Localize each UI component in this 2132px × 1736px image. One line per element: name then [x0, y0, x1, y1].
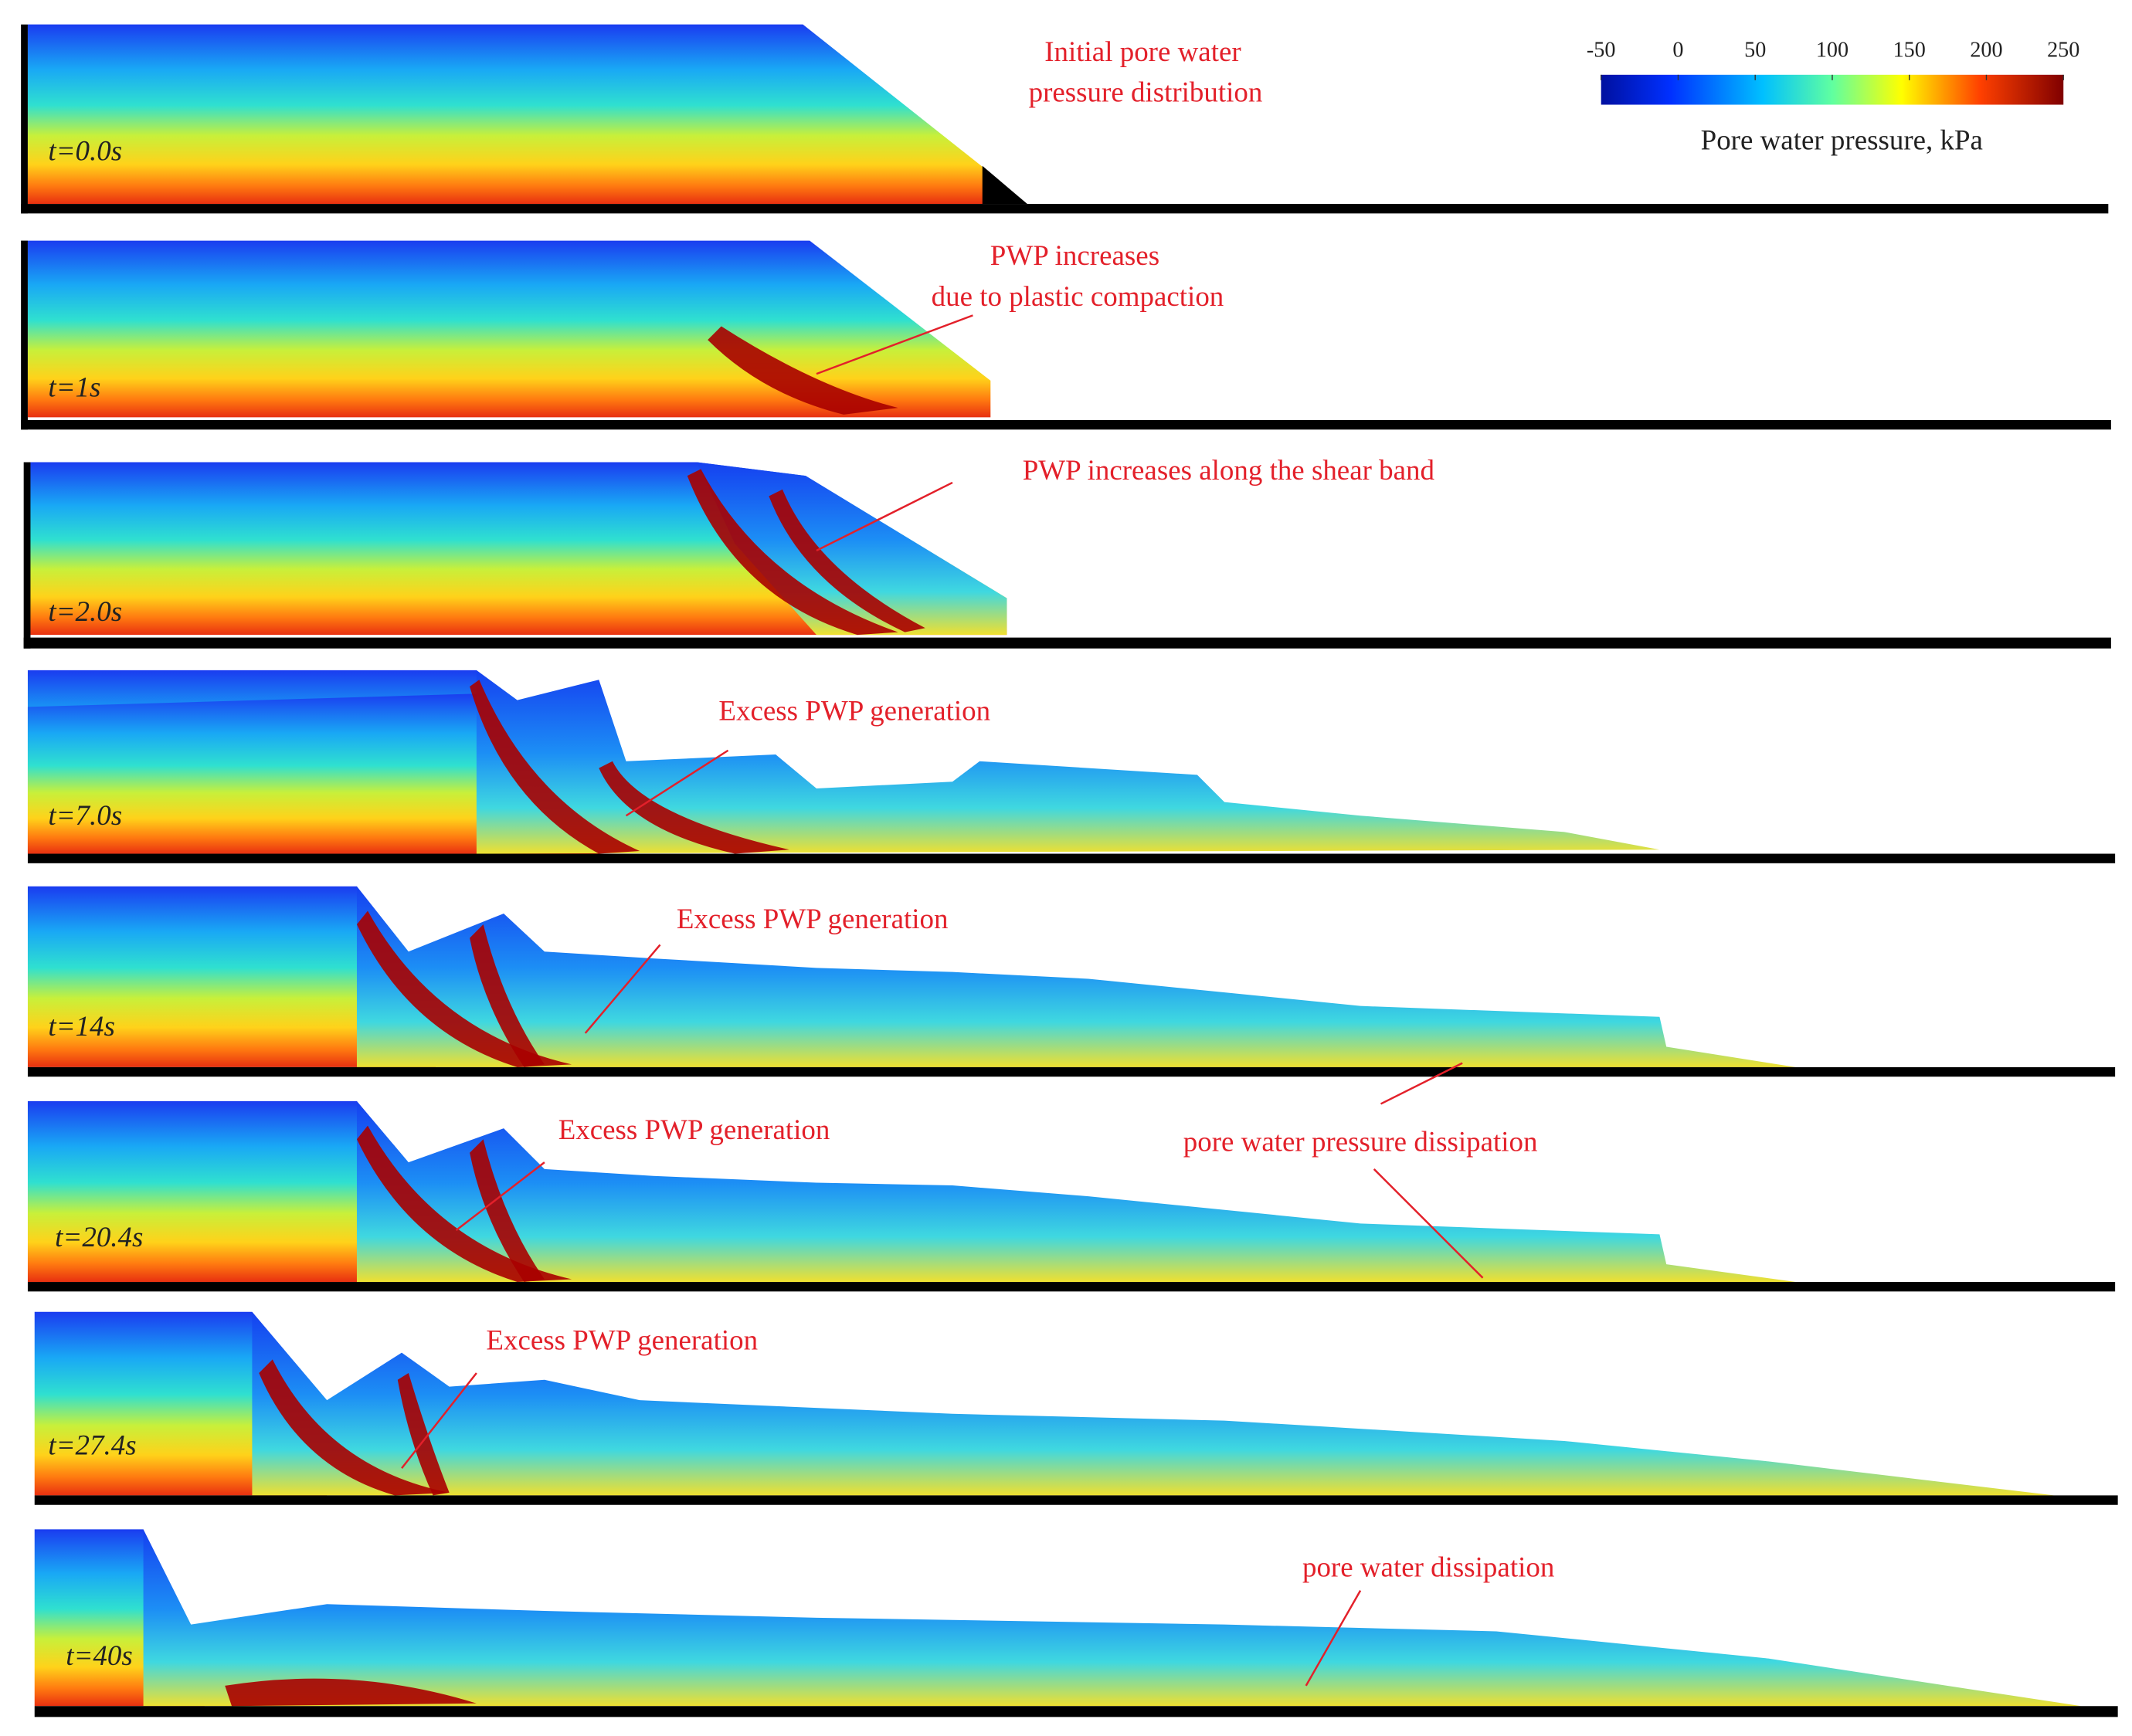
time-label: t=40s [66, 1639, 133, 1671]
panel: t=20.4s Excess PWP generation pore water… [27, 1062, 2116, 1292]
panel: t=0.0s Initial pore water pressure distr… [21, 24, 2109, 214]
annotation: Excess PWP generation [718, 695, 990, 727]
time-label: t=7.0s [48, 799, 122, 831]
arrow [1380, 1062, 1463, 1105]
shear-band [708, 326, 898, 415]
time-label: t=1s [48, 371, 100, 403]
shear-band [225, 1678, 477, 1707]
wall [23, 462, 31, 649]
arrow [455, 1161, 545, 1232]
arrow [816, 481, 953, 552]
arrow [1373, 1168, 1484, 1279]
colorbar-label: Pore water pressure, kPa [1701, 124, 1983, 155]
base [23, 637, 2111, 649]
annotation: PWP increases [990, 239, 1159, 271]
debris [476, 670, 1660, 854]
shear-band [470, 680, 640, 854]
annotation: Initial pore water [1044, 36, 1241, 67]
slope [27, 240, 991, 418]
time-label: t=27.4s [48, 1429, 136, 1460]
time-label: t=14s [48, 1010, 115, 1042]
panel: t=1s PWP increases due to plastic compac… [21, 239, 2111, 430]
shear-band [470, 924, 545, 1067]
arrow [584, 944, 661, 1034]
toe [982, 165, 1027, 205]
annotation: pore water pressure dissipation [1183, 1126, 1538, 1158]
colorbar-tick-label: 0 [1672, 38, 1683, 62]
arrow [1305, 1590, 1362, 1687]
slope [27, 886, 436, 1067]
colorbar-tick-label: -50 [1587, 38, 1616, 62]
base [27, 1282, 2116, 1292]
arrow [625, 749, 729, 817]
shear-band [397, 1372, 450, 1496]
panel: t=2.0s PWP increases along the shear ban… [23, 454, 2111, 649]
colorbar-tick-label: 50 [1744, 38, 1766, 62]
shear-band [356, 1125, 572, 1283]
base [27, 1066, 2116, 1077]
panel: t=7.0s Excess PWP generation [27, 670, 2116, 863]
slope [27, 693, 599, 854]
time-label: t=2.0s [48, 595, 122, 627]
wall [21, 24, 28, 214]
arrow [816, 314, 973, 375]
annotation: pore water dissipation [1302, 1551, 1554, 1583]
time-label: t=0.0s [48, 134, 122, 166]
colorbar-tick-label: 100 [1816, 38, 1849, 62]
annotation: Excess PWP generation [486, 1324, 758, 1356]
panel: t=27.4s Excess PWP generation [34, 1311, 2118, 1505]
time-label: t=20.4s [55, 1221, 143, 1253]
debris [356, 1100, 1796, 1283]
shear-band [356, 910, 572, 1067]
annotation: Excess PWP generation [677, 903, 949, 934]
debris [143, 1529, 2082, 1707]
annotation: Excess PWP generation [558, 1114, 830, 1145]
base [21, 204, 2109, 214]
annotation: due to plastic compaction [932, 280, 1224, 312]
debris [252, 1311, 2054, 1496]
annotation: PWP increases along the shear band [1023, 454, 1435, 486]
colorbar-tick-label: 250 [2047, 38, 2079, 62]
slope [27, 1100, 436, 1283]
base [34, 1706, 2118, 1717]
panel: t=40s pore water dissipation [34, 1529, 2118, 1717]
annotation: pressure distribution [1029, 76, 1263, 108]
shear-band [599, 761, 789, 854]
panel: t=14s Excess PWP generation [27, 886, 2116, 1077]
shear-band [687, 469, 898, 636]
wall [21, 240, 28, 430]
base [34, 1495, 2118, 1505]
arrow [401, 1372, 477, 1469]
shear-band [259, 1359, 450, 1496]
base [21, 419, 2111, 430]
debris [356, 886, 1796, 1067]
shear-band [769, 489, 925, 632]
base [27, 853, 2116, 863]
colorbar-tick-label: 200 [1970, 38, 2002, 62]
shear-band [470, 1139, 545, 1283]
colorbar-tick-label: 150 [1893, 38, 1926, 62]
slope [27, 24, 987, 205]
colorbar: Pore water pressure, kPa -50 0 50 100 150 200… [1587, 38, 2079, 155]
